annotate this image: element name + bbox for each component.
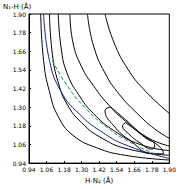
svg-text:1.30: 1.30 [75,166,89,173]
svg-text:1.06: 1.06 [40,166,54,173]
svg-text:1.78: 1.78 [13,29,27,36]
svg-text:1.18: 1.18 [57,166,71,173]
svg-text:0.94: 0.94 [22,166,36,173]
svg-text:1.66: 1.66 [13,48,27,55]
svg-text:1.90: 1.90 [13,11,27,18]
svg-text:1.54: 1.54 [13,66,27,73]
svg-text:1.42: 1.42 [13,85,27,92]
svg-text:1.66: 1.66 [128,166,142,173]
svg-text:1.42: 1.42 [92,166,106,173]
svg-text:1.90: 1.90 [163,166,177,173]
svg-text:N₁-H (Å): N₁-H (Å) [3,2,32,11]
svg-text:H-N₂ (Å): H-N₂ (Å) [85,176,114,185]
svg-text:1.78: 1.78 [145,166,159,173]
svg-text:1.30: 1.30 [13,104,27,111]
svg-text:1.06: 1.06 [13,141,27,148]
svg-text:1.54: 1.54 [110,166,124,173]
svg-text:0.94: 0.94 [12,159,26,167]
svg-text:1.18: 1.18 [13,122,27,129]
